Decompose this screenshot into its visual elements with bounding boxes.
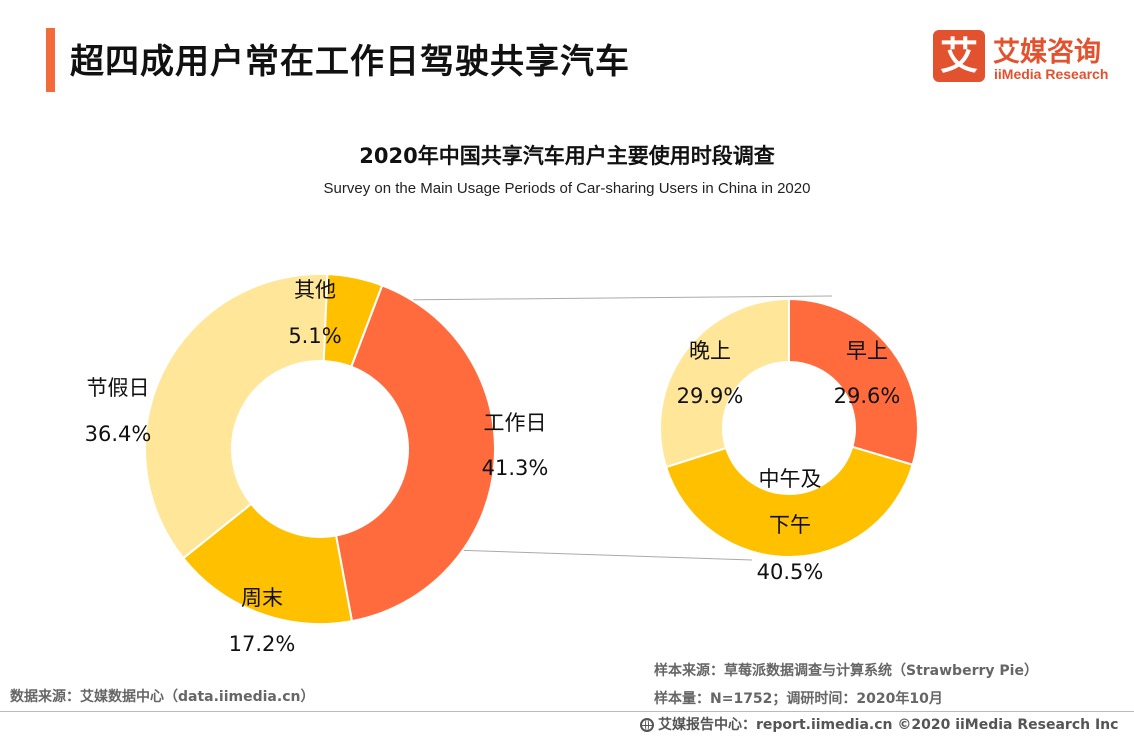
chart-subtitle: Survey on the Main Usage Periods of Car-…	[323, 180, 811, 197]
globe-icon	[640, 718, 654, 732]
chart2-label-1-line2: 下午	[769, 513, 811, 537]
logo-mark-icon: 艾	[933, 30, 985, 82]
chart1-value-0: 41.3%	[482, 456, 549, 480]
page-title: 超四成用户常在工作日驾驶共享汽车	[70, 42, 630, 82]
chart2-value-2: 29.9%	[677, 384, 744, 408]
chart1-slice-0	[334, 284, 496, 623]
chart2-label-1-line1: 中午及	[759, 467, 822, 491]
chart1-label-0: 工作日	[484, 411, 547, 435]
chart2-slice-1	[664, 445, 914, 558]
chart2-value-0: 29.6%	[834, 384, 901, 408]
footer-credit: 艾媒报告中心：report.iimedia.cn ©2020 iiMedia R…	[640, 714, 1118, 734]
title-accent-bar	[46, 28, 55, 92]
connector-line-top	[391, 295, 833, 301]
chart1-slice-2	[144, 273, 329, 560]
chart2-slice-0	[788, 297, 919, 467]
chart1-label-3: 其他	[294, 278, 336, 302]
chart1-value-3: 5.1%	[288, 324, 341, 348]
chart1-value-2: 36.4%	[85, 422, 152, 446]
chart2-label-0: 早上	[846, 339, 888, 363]
logo-name-cn: 艾媒咨询	[993, 37, 1101, 68]
footer-credit-text: 艾媒报告中心：report.iimedia.cn ©2020 iiMedia R…	[658, 717, 1119, 733]
sample-info-note: 样本量：N=1752；调研时间：2020年10月	[654, 691, 943, 707]
brand-logo: 艾 艾媒咨询 iiMedia Research	[933, 30, 1118, 90]
chart-title: 2020年中国共享汽车用户主要使用时段调查	[359, 144, 775, 168]
chart1-label-1: 周末	[241, 586, 283, 610]
chart2-value-1: 40.5%	[757, 560, 824, 584]
chart1-value-1: 17.2%	[229, 632, 296, 656]
data-source-note: 数据来源：艾媒数据中心（data.iimedia.cn）	[10, 689, 315, 705]
chart2-slice-2	[659, 297, 790, 469]
chart1-slice-3	[322, 273, 384, 369]
chart2-label-2: 晚上	[689, 339, 731, 363]
footer-divider	[0, 711, 1134, 712]
chart1-slice-1	[181, 502, 354, 625]
chart1-label-2: 节假日	[87, 376, 150, 400]
logo-name-en: iiMedia Research	[994, 66, 1109, 82]
sample-source-note: 样本来源：草莓派数据调查与计算系统（Strawberry Pie）	[654, 663, 1038, 679]
